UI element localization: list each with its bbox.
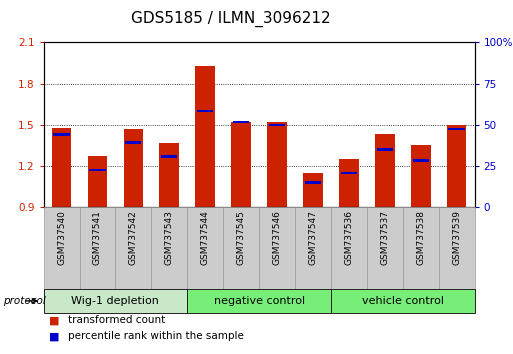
Bar (447, 125, 466, 207)
Bar (305, 181, 321, 184)
Bar (223, 207, 259, 289)
Bar (115, 207, 151, 289)
Text: transformed count: transformed count (68, 315, 166, 325)
Text: GSM737545: GSM737545 (236, 210, 246, 265)
Bar (124, 129, 143, 207)
Text: Wig-1 depletion: Wig-1 depletion (71, 296, 160, 306)
Bar (269, 124, 285, 126)
Bar (44, 289, 187, 313)
Bar (187, 289, 331, 313)
Bar (341, 172, 357, 174)
Bar (339, 159, 359, 207)
Text: ■: ■ (49, 331, 59, 341)
Bar (259, 207, 295, 289)
Bar (331, 289, 475, 313)
Bar (187, 207, 223, 289)
Text: GDS5185 / ILMN_3096212: GDS5185 / ILMN_3096212 (131, 11, 331, 27)
Bar (448, 128, 465, 130)
Bar (367, 207, 403, 289)
Bar (375, 135, 394, 207)
Bar (197, 110, 213, 112)
Text: negative control: negative control (213, 296, 305, 306)
Text: GSM737537: GSM737537 (380, 210, 389, 266)
Bar (303, 173, 323, 207)
Text: GSM737546: GSM737546 (272, 210, 282, 265)
Bar (195, 66, 215, 207)
Bar (160, 143, 179, 207)
Text: GSM737547: GSM737547 (308, 210, 318, 265)
Bar (52, 127, 71, 207)
Bar (80, 207, 115, 289)
Text: percentile rank within the sample: percentile rank within the sample (68, 331, 244, 341)
Text: GSM737536: GSM737536 (344, 210, 353, 266)
Text: ■: ■ (49, 315, 59, 325)
Bar (377, 148, 393, 151)
Bar (403, 207, 439, 289)
Bar (439, 207, 475, 289)
Text: GSM737544: GSM737544 (201, 210, 210, 265)
Bar (88, 156, 107, 207)
Text: GSM737542: GSM737542 (129, 210, 138, 265)
Bar (331, 207, 367, 289)
Bar (411, 145, 430, 207)
Text: GSM737540: GSM737540 (57, 210, 66, 265)
Bar (231, 122, 251, 207)
Bar (53, 133, 70, 136)
Text: GSM737543: GSM737543 (165, 210, 174, 265)
Text: protocol: protocol (3, 296, 45, 306)
Bar (233, 121, 249, 123)
Bar (267, 122, 287, 207)
Text: vehicle control: vehicle control (362, 296, 444, 306)
Bar (44, 207, 80, 289)
Bar (151, 207, 187, 289)
Text: GSM737541: GSM737541 (93, 210, 102, 265)
Bar (295, 207, 331, 289)
Text: GSM737539: GSM737539 (452, 210, 461, 266)
Text: GSM737538: GSM737538 (416, 210, 425, 266)
Bar (89, 169, 106, 171)
Bar (161, 155, 177, 158)
Bar (412, 159, 429, 162)
Bar (125, 141, 142, 144)
